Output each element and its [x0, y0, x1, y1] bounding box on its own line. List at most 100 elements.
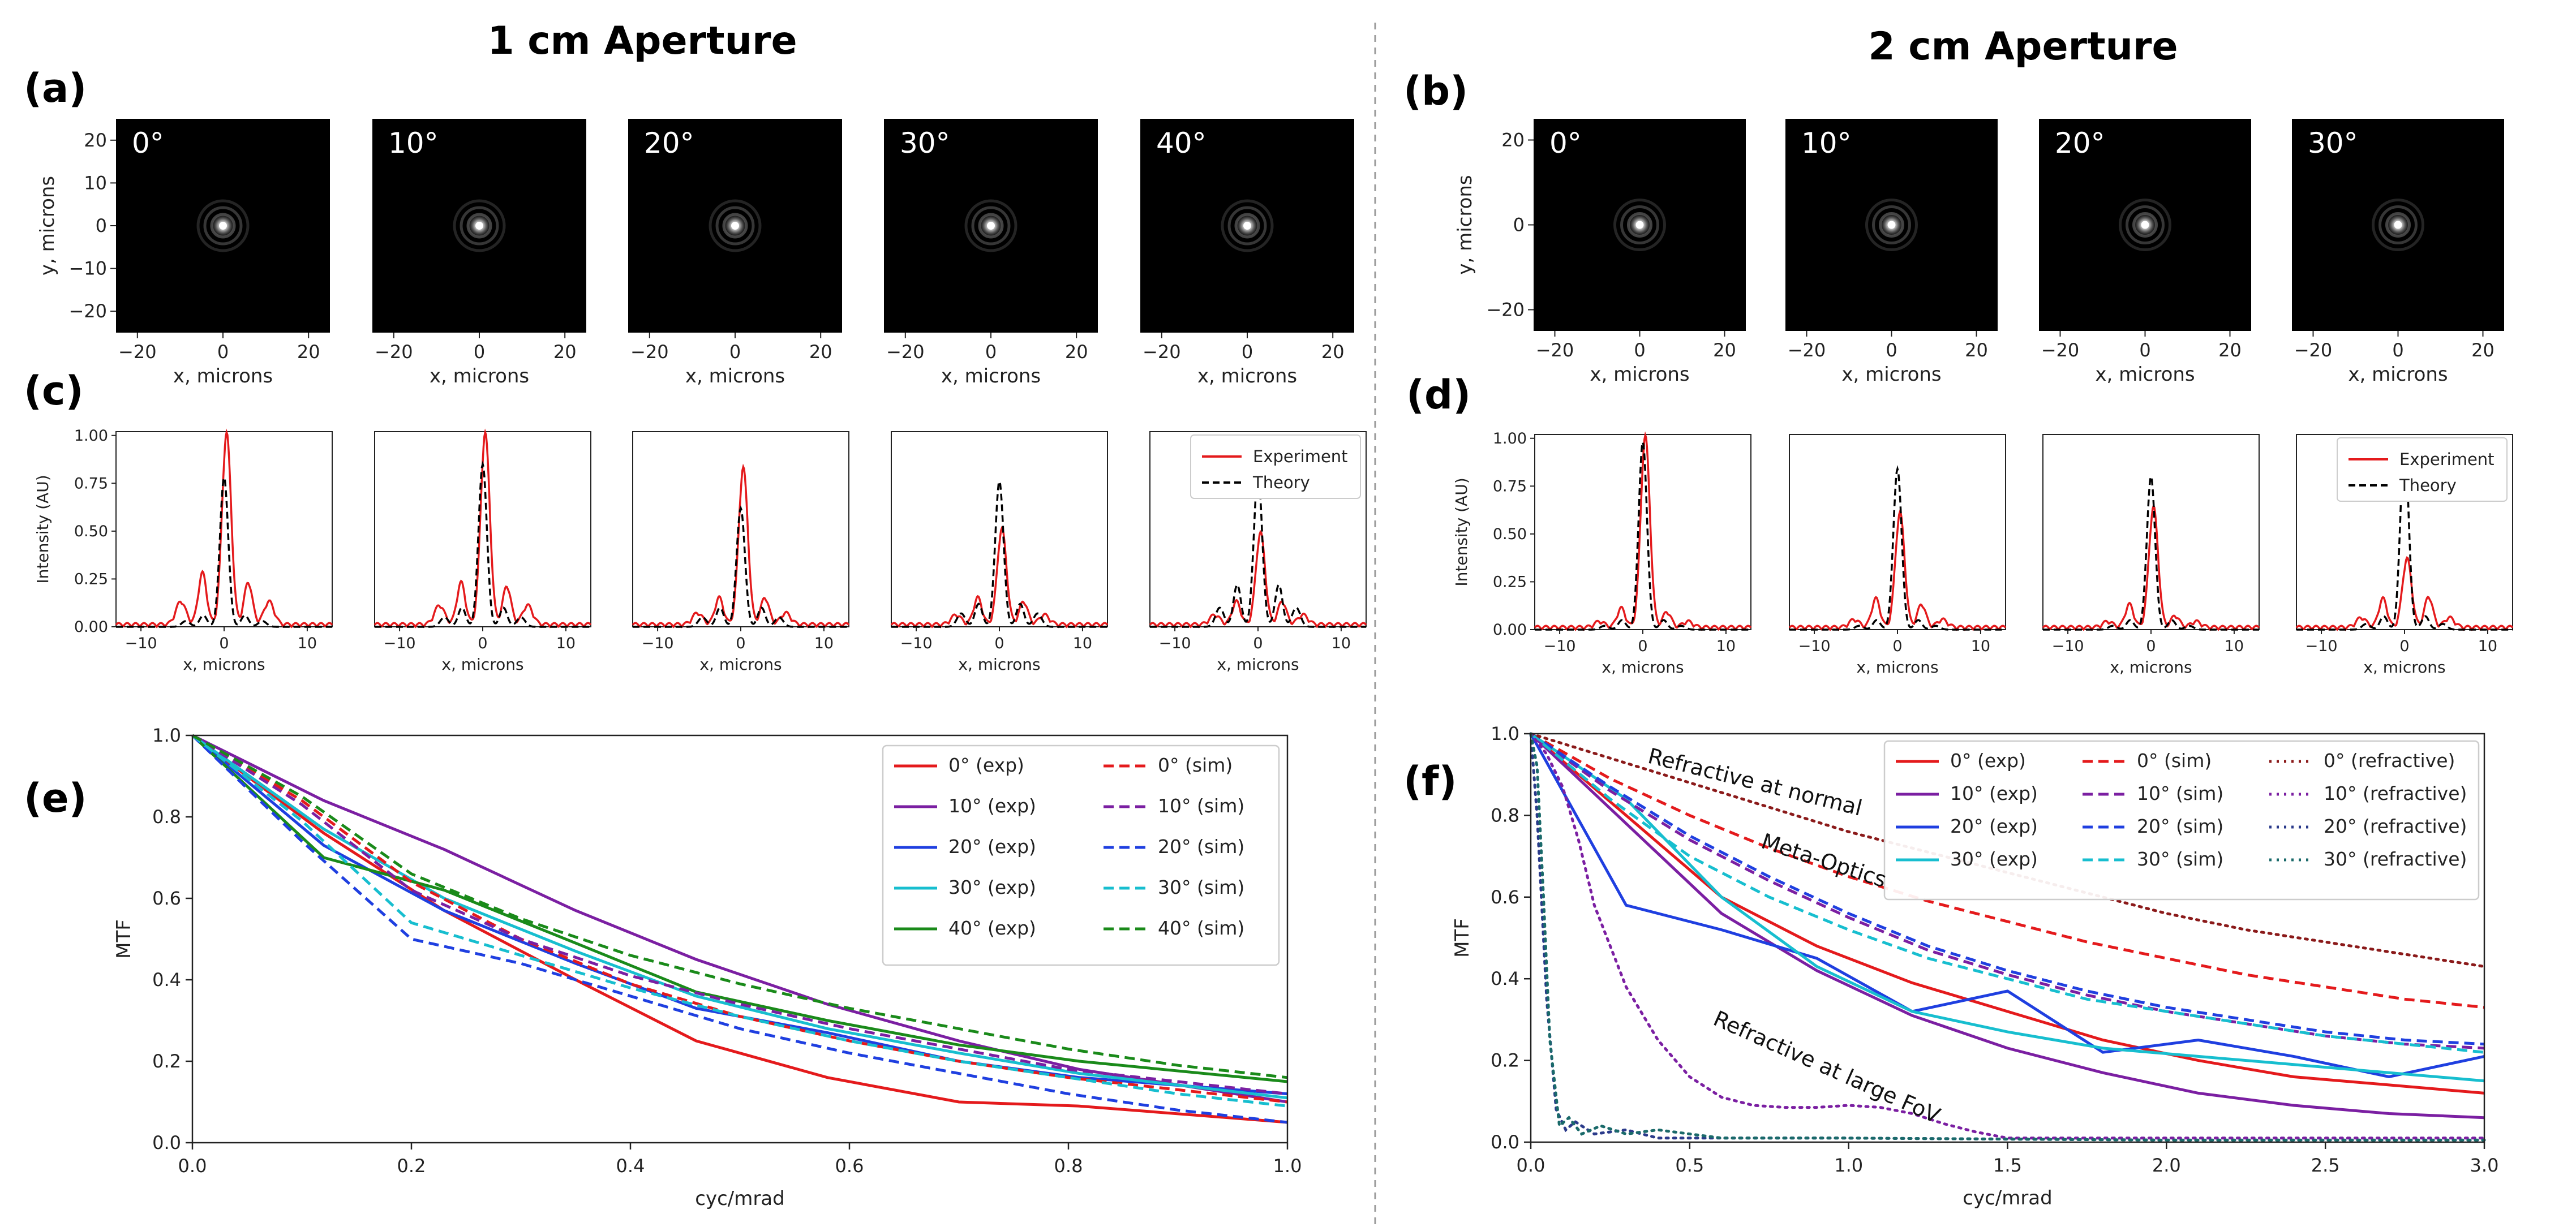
x-axis-label: x, microns	[699, 655, 782, 674]
x-tick-label: 20	[1965, 339, 1988, 361]
x-tick-label: −10	[125, 635, 157, 652]
x-axis-label: x, microns	[1217, 655, 1299, 674]
psf-image-left-2: 20° −20 0 20 x, microns	[628, 119, 842, 388]
psf-ring	[2126, 205, 2165, 244]
x-tick-label: 20	[2218, 339, 2242, 361]
x-tick-label: 0	[2392, 339, 2403, 361]
profile-panel-c-2: −10 0 10 x, microns	[632, 431, 850, 674]
psf-ring	[709, 199, 762, 252]
legend-box	[1883, 740, 2480, 901]
psf-image-right-1: 10° −20 0 20 x, microns	[1785, 119, 1998, 386]
x-axis-label: x, microns	[1856, 658, 1938, 677]
x-tick-label: 0	[2139, 339, 2150, 361]
psf-image-left-3: 30° −20 0 20 x, microns	[884, 119, 1098, 388]
series-line-0	[1530, 733, 2485, 1095]
series-line-1	[191, 734, 1288, 1104]
legend-label-3: 30° (exp)	[1950, 848, 2038, 870]
legend-box	[1190, 434, 1361, 499]
x-tick-label: 0	[478, 635, 487, 652]
series-line-9	[1529, 732, 2486, 1140]
angle-label: 10°	[388, 127, 439, 160]
y-tick-label: 0.6	[1491, 886, 1519, 908]
title-right: 2 cm Aperture	[1868, 24, 2178, 69]
x-axis-label: x, microns	[958, 655, 1040, 674]
series-line-7	[191, 734, 1288, 1124]
x-tick-label: −10	[384, 635, 416, 652]
x-tick-label: 20	[1321, 341, 1345, 363]
x-tick-label: 20	[2471, 339, 2495, 361]
x-axis-label: x, microns	[685, 365, 785, 388]
experiment-line	[1534, 431, 1752, 631]
legend-label-experiment: Experiment	[2399, 450, 2495, 469]
panel-label-a: (a)	[24, 65, 87, 111]
psf-ring	[971, 206, 1011, 246]
experiment-line	[1149, 529, 1367, 628]
legend-label-9: 10° (refractive)	[2324, 782, 2467, 804]
y-tick-label: 1.0	[1491, 723, 1519, 744]
x-tick-label: 0.5	[1675, 1155, 1704, 1176]
y-tick-label: 0	[1513, 214, 1525, 236]
series-line-11	[1529, 732, 2486, 1142]
x-tick-label: 0.6	[835, 1155, 864, 1177]
y-tick-label: 0.2	[1491, 1050, 1519, 1071]
y-tick-label: 20	[84, 130, 107, 151]
x-tick-label: −20	[886, 341, 925, 363]
x-tick-label: 0	[217, 341, 229, 363]
y-tick-label: 0.2	[152, 1051, 181, 1072]
y-tick-label: 0.0	[1491, 1131, 1519, 1153]
y-axis-label: y, microns	[1454, 175, 1476, 274]
series-line-2	[1529, 733, 2485, 1079]
x-axis-label: x, microns	[1590, 363, 1689, 386]
angle-label: 30°	[900, 127, 950, 160]
x-tick-label: 10	[2225, 638, 2244, 655]
psf-image-right-3: 30° −20 0 20 x, microns	[2292, 119, 2504, 386]
x-tick-label: 10	[1971, 638, 1990, 655]
y-tick-label: 0.00	[1493, 621, 1527, 639]
x-tick-label: 2.0	[2152, 1155, 2181, 1176]
psf-ring	[1872, 205, 1911, 244]
x-axis-label: x, microns	[1602, 658, 1684, 677]
angle-label: 40°	[1156, 127, 1207, 160]
x-tick-label: 10	[1073, 635, 1092, 652]
legend-label-7: 30° (sim)	[2137, 848, 2223, 870]
legend-label-0: 0° (exp)	[948, 754, 1024, 776]
plot-frame	[891, 431, 1108, 627]
x-tick-label: 1.5	[1993, 1155, 2022, 1176]
x-tick-label: 20	[553, 341, 577, 363]
y-tick-label: 0	[96, 215, 107, 236]
theory-line	[116, 473, 332, 628]
legend: Experiment Theory	[2337, 437, 2508, 502]
legend-label-9: 40° (sim)	[1158, 917, 1244, 939]
angle-label: 10°	[1801, 127, 1852, 160]
x-tick-label: 0	[985, 341, 997, 363]
x-tick-label: −20	[2294, 339, 2333, 361]
legend: 0° (exp) 10° (exp) 20° (exp) 30° (exp) 0° (s…	[1883, 740, 2480, 901]
x-tick-label: 0	[1886, 339, 1897, 361]
experiment-line	[1788, 509, 2007, 631]
x-tick-label: 0	[474, 341, 485, 363]
psf-image-left-0: 0° −20 0 20 x, microns 20 10 0 −10 −20 y, microns	[36, 119, 330, 388]
x-tick-label: 0	[736, 635, 745, 652]
profile-panel-d-3: −10 0 10 x, microns Experiment Theory	[2295, 434, 2514, 677]
x-tick-label: 10	[1332, 635, 1351, 652]
legend-label-8: 30° (sim)	[1158, 876, 1244, 898]
x-axis-label: x, microns	[2348, 363, 2448, 386]
x-tick-label: 10	[2478, 638, 2497, 655]
y-axis-label: MTF	[113, 919, 135, 959]
angle-label: 0°	[132, 127, 164, 160]
angle-label: 20°	[2055, 127, 2105, 160]
x-tick-label: 20	[809, 341, 832, 363]
line-profiles-d: −10 0 10 x, microns 0.00 0.25 0.50 0.75 1.00 Inte…	[1452, 430, 2514, 677]
series-line-6	[1530, 732, 2485, 1046]
theory-line	[1789, 465, 2006, 631]
x-tick-label: 0	[2399, 638, 2409, 655]
experiment-line	[115, 428, 333, 628]
x-tick-label: −20	[1536, 339, 1574, 361]
x-axis-label: cyc/mrad	[1963, 1187, 2052, 1209]
series-line-0	[191, 734, 1288, 1124]
theory-line	[375, 460, 591, 628]
line-profiles-c: −10 0 10 x, microns 0.00 0.25 0.50 0.75 1.00 Inte…	[33, 427, 1367, 674]
x-tick-label: 0	[1634, 339, 1645, 361]
x-tick-label: −10	[1544, 638, 1576, 655]
